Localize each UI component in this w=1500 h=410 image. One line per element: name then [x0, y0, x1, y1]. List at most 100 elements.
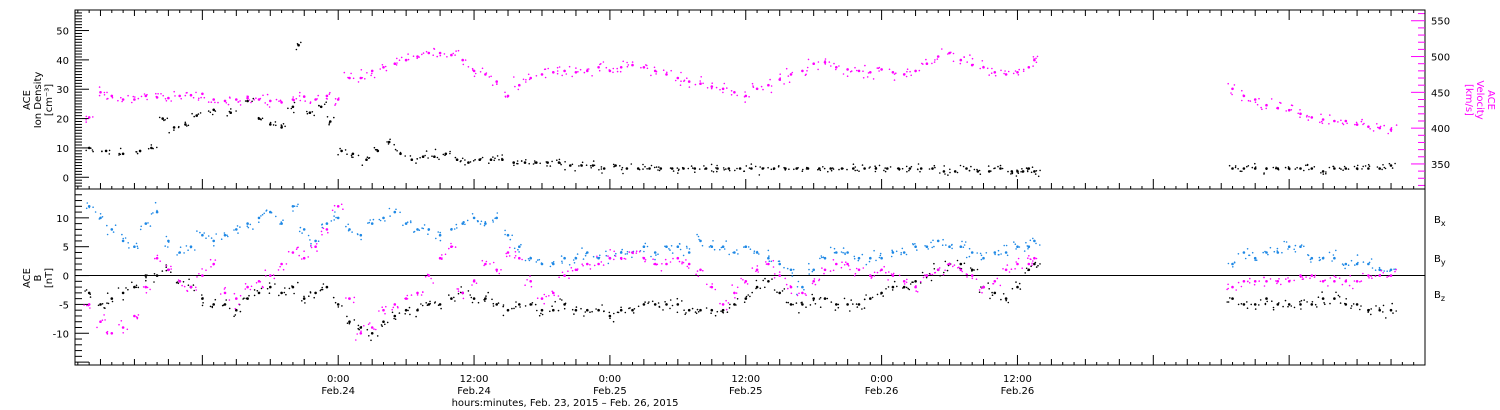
field-point-by-jitter — [829, 246, 832, 249]
field-point-by-jitter — [395, 208, 397, 211]
velocity-point-jitter — [225, 102, 228, 104]
velocity-point-jitter — [1360, 120, 1363, 123]
density-point-jitter — [272, 124, 275, 126]
field-point-bz-jitter — [1248, 282, 1251, 284]
field-point-bx-jitter — [357, 327, 360, 330]
density-point-jitter — [973, 168, 976, 171]
field-point-by-jitter — [1342, 264, 1345, 267]
field-point-bz-jitter — [315, 243, 318, 245]
field-point-bx — [676, 303, 680, 306]
velocity-point-jitter — [710, 87, 713, 90]
field-point-bx-jitter — [819, 296, 822, 299]
velocity-point-jitter — [246, 95, 248, 97]
field-point-bx-jitter — [540, 312, 542, 315]
field-point-bz-jitter — [623, 257, 626, 260]
density-point-jitter — [642, 163, 644, 166]
density-point-jitter — [235, 110, 237, 112]
field-point-bx-jitter — [1382, 304, 1385, 307]
velocity-point — [767, 83, 770, 87]
density-point-jitter — [560, 163, 562, 166]
density-point-jitter — [1001, 167, 1004, 170]
field-point-bz-jitter — [1269, 278, 1272, 280]
field-point-bx-jitter — [165, 266, 167, 269]
velocity-point — [755, 87, 759, 91]
field-point-bz-jitter — [1313, 276, 1316, 278]
field-point-by — [336, 216, 340, 220]
field-tick-label: 0 — [63, 272, 69, 283]
field-point-bz-jitter — [426, 273, 429, 276]
velocity-point-jitter — [479, 71, 482, 73]
field-point-by-jitter — [154, 201, 157, 204]
field-point-bx-jitter — [1335, 291, 1337, 294]
density-point-jitter — [366, 156, 369, 158]
velocity-point-jitter — [862, 77, 865, 79]
velocity-point-jitter — [309, 102, 312, 104]
field-point-bx-jitter — [161, 270, 164, 272]
field-point-bz-jitter — [870, 277, 873, 279]
density-point-jitter — [1265, 168, 1268, 170]
field-point-by — [1287, 245, 1291, 248]
velocity-point-jitter — [779, 73, 781, 75]
velocity-point-jitter — [748, 96, 750, 98]
density-point-jitter — [703, 165, 705, 167]
field-point-bz-jitter — [600, 261, 603, 263]
field-point-bz-jitter — [233, 292, 236, 295]
field-point-by-jitter — [753, 252, 755, 254]
density-axis-label-line3: [cm⁻³] — [44, 84, 55, 116]
field-point-by-jitter — [873, 249, 875, 252]
bottom-panel-frame — [74, 188, 1426, 366]
field-point-bz-jitter — [1370, 275, 1372, 277]
field-point-bz-jitter — [1008, 271, 1011, 273]
field-point-by-jitter — [1015, 248, 1017, 250]
density-point — [829, 167, 832, 170]
field-point-bx-jitter — [393, 317, 395, 320]
field-point-bx-jitter — [595, 308, 597, 310]
field-point-bx-jitter — [584, 311, 587, 313]
field-point-by-jitter — [950, 244, 953, 246]
field-point-by-jitter — [1332, 254, 1335, 256]
velocity-point — [382, 66, 385, 69]
density-point-jitter — [819, 169, 822, 172]
field-point-by — [1231, 262, 1234, 266]
field-point-bz-jitter — [672, 257, 674, 260]
density-point-jitter — [209, 111, 212, 114]
field-point-by-jitter — [865, 263, 868, 266]
density-point-jitter — [822, 166, 824, 168]
field-point-bz — [1253, 280, 1257, 283]
field-point-bz-jitter — [744, 282, 746, 284]
field-point-bz-jitter — [916, 291, 919, 293]
field-point-by-jitter — [778, 260, 781, 263]
field-point-bz-jitter — [971, 277, 974, 280]
field-point-bx-jitter — [404, 313, 407, 315]
field-point-bx — [325, 285, 329, 289]
velocity-point-jitter — [752, 85, 754, 87]
field-point-bz-jitter — [702, 269, 704, 272]
field-point-bz-jitter — [316, 250, 318, 252]
velocity-point-jitter — [279, 99, 282, 102]
field-point-by — [902, 251, 906, 254]
field-point-by-jitter — [1331, 260, 1333, 262]
field-point-by-jitter — [552, 261, 555, 263]
field-point-bz-jitter — [602, 264, 605, 266]
field-point-bz-jitter — [536, 297, 539, 300]
field-point-by-jitter — [708, 246, 711, 248]
field-point-by-jitter — [165, 235, 168, 238]
field-point-bz-jitter — [790, 292, 793, 295]
field-point-bz — [925, 274, 929, 277]
velocity-point-jitter — [384, 65, 387, 68]
field-point-bx-jitter — [103, 307, 105, 309]
density-point-jitter — [691, 167, 694, 169]
field-point-by — [518, 245, 521, 248]
field-point-by-jitter — [410, 221, 412, 224]
velocity-point-jitter — [248, 99, 251, 101]
velocity-point-jitter — [525, 79, 527, 81]
field-point-by-jitter — [682, 254, 685, 257]
field-point-bx-jitter — [1024, 272, 1026, 274]
field-point-bz-jitter — [142, 286, 145, 288]
field-point-bz — [133, 314, 136, 318]
field-point-bx — [767, 280, 770, 283]
density-point-jitter — [1296, 166, 1298, 169]
velocity-point-jitter — [506, 96, 509, 98]
field-point-by — [212, 239, 215, 243]
field-point-by-jitter — [853, 257, 856, 260]
